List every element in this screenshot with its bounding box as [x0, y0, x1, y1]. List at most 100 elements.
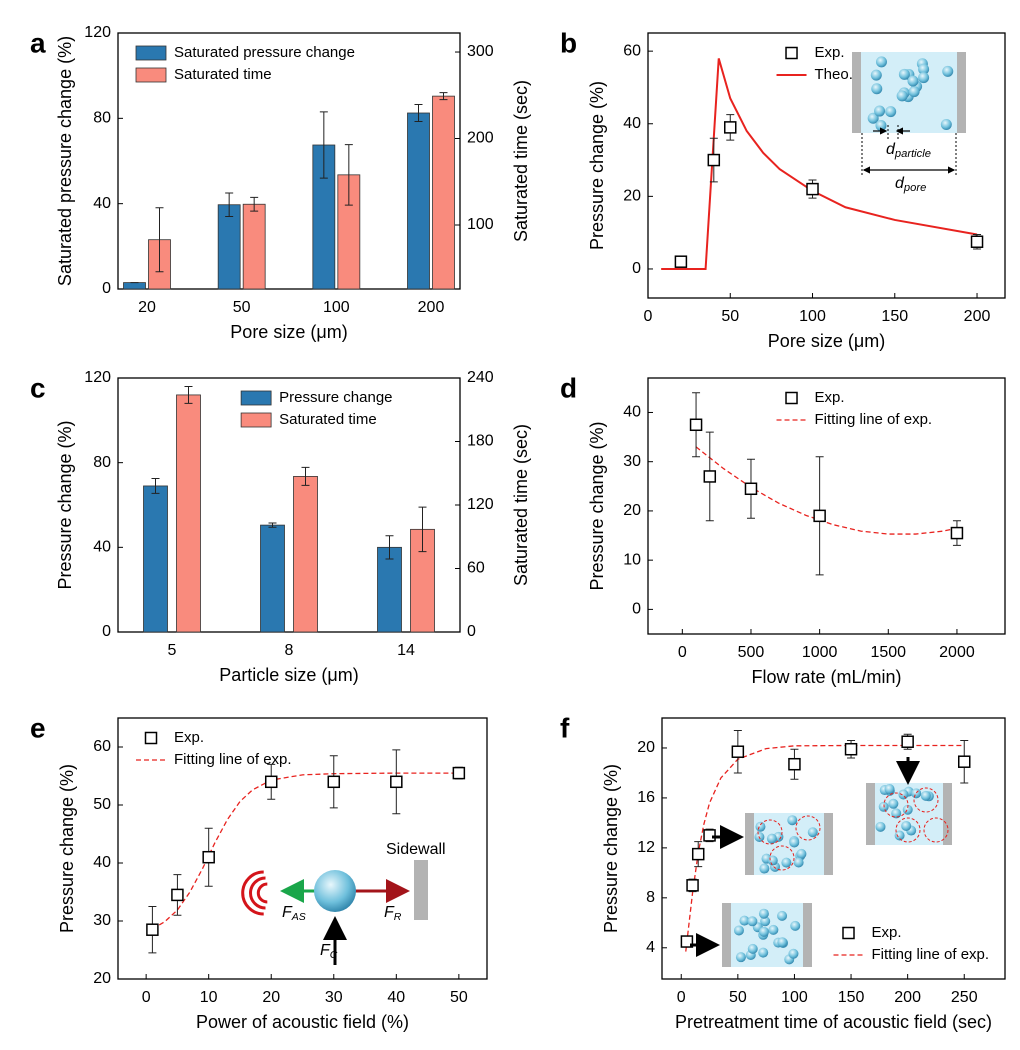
- error-bar: [418, 506, 427, 553]
- particle: [777, 937, 788, 948]
- y-tick-label: 50: [93, 796, 111, 813]
- plot-frame: [117, 717, 488, 980]
- y-tick-label: 0: [632, 260, 641, 277]
- legend-label: Saturated time: [174, 66, 272, 83]
- y-tick-label: 20: [623, 188, 641, 205]
- x-tick-label: 10: [200, 989, 218, 1006]
- bar: [217, 204, 241, 290]
- x-tick-label: 50: [233, 299, 251, 316]
- sidewall: [957, 52, 966, 133]
- particle: [891, 808, 902, 819]
- x-tick-label: 500: [738, 644, 765, 661]
- y-axis-label: Pressure change (%): [587, 421, 607, 590]
- particle: [875, 56, 887, 68]
- x-tick-label: 0: [142, 989, 151, 1006]
- particle: [789, 837, 800, 848]
- legend-label: Exp.: [174, 729, 204, 746]
- particle: [885, 106, 897, 118]
- panel-letter: b: [560, 27, 577, 58]
- data-point: [452, 766, 466, 780]
- data-point: [171, 888, 184, 902]
- x-tick-label: 30: [325, 989, 343, 1006]
- data-point: [901, 735, 914, 748]
- bar: [293, 476, 318, 633]
- y-tick-label: 20: [93, 970, 111, 987]
- annotation-main: F: [282, 904, 293, 921]
- particle: [790, 920, 801, 931]
- error-bar: [250, 196, 259, 212]
- y-tick-label: 8: [646, 889, 655, 906]
- y-tick-label: 30: [623, 453, 641, 470]
- x-axis-label: Pore size (μm): [768, 331, 885, 351]
- data-point: [703, 829, 716, 842]
- particle: [758, 908, 769, 919]
- particle: [918, 72, 930, 84]
- sound-wave: [241, 870, 264, 916]
- data-point: [744, 482, 758, 496]
- sidewall: [745, 813, 754, 875]
- annotation: FAS: [282, 904, 306, 923]
- panel-letter: f: [560, 712, 570, 743]
- y-tick-label: 0: [632, 601, 641, 618]
- y2-tick-label: 240: [467, 369, 494, 386]
- data-point: [731, 745, 745, 758]
- particle: [768, 924, 779, 935]
- particle: [898, 789, 909, 800]
- cluster-ring: [923, 817, 949, 843]
- panel-letter: e: [30, 712, 46, 743]
- particle: [793, 857, 804, 868]
- x-tick-label: 50: [450, 989, 468, 1006]
- y2-tick-label: 300: [467, 43, 494, 60]
- sidewall: [722, 903, 731, 967]
- x-tick-label: 40: [387, 989, 405, 1006]
- data-point: [264, 775, 278, 789]
- plot-frame: [117, 32, 461, 290]
- y2-axis-label: Saturated time (sec): [511, 80, 531, 242]
- legend-label: Exp.: [872, 924, 902, 941]
- error-bar: [319, 111, 328, 179]
- legend-label: Fitting line of exp.: [174, 751, 292, 768]
- particle: [777, 910, 788, 921]
- bar: [432, 95, 455, 290]
- data-point: [844, 742, 858, 756]
- plot-frame: [661, 717, 1006, 980]
- bar: [176, 394, 201, 633]
- particle: [911, 788, 922, 799]
- particle: [796, 848, 807, 859]
- x-tick-label: 8: [285, 642, 294, 659]
- error-bar: [268, 522, 277, 528]
- data-point: [680, 935, 694, 948]
- particle: [788, 948, 799, 959]
- particle: [870, 69, 882, 81]
- error-bar: [301, 466, 310, 486]
- annotation: FC: [320, 942, 338, 961]
- particle: [766, 833, 777, 844]
- y-tick-label: 20: [623, 502, 641, 519]
- cluster-ring: [795, 815, 821, 841]
- data-point: [686, 879, 699, 892]
- y-tick-label: 40: [93, 854, 111, 871]
- particle: [747, 916, 758, 927]
- y-tick-label: 40: [93, 195, 111, 212]
- y2-tick-label: 60: [467, 560, 485, 577]
- legend-key: [785, 46, 798, 60]
- particle: [314, 870, 356, 912]
- particle: [898, 68, 910, 80]
- x-tick-label: 150: [838, 989, 865, 1006]
- y-tick-label: 10: [623, 551, 641, 568]
- particle: [908, 86, 920, 98]
- x-tick-label: 250: [951, 989, 978, 1006]
- x-tick-label: 200: [418, 299, 445, 316]
- sidewall: [414, 860, 428, 920]
- particle: [888, 798, 899, 809]
- particle: [884, 784, 895, 795]
- annotation-sub: pore: [903, 182, 926, 194]
- annotation-sub: AS: [291, 911, 306, 923]
- particle: [907, 75, 919, 87]
- particle: [940, 118, 952, 130]
- data-point: [957, 755, 971, 768]
- x-tick-label: 0: [677, 989, 686, 1006]
- y-tick-label: 40: [623, 404, 641, 421]
- sound-wave: [249, 876, 266, 910]
